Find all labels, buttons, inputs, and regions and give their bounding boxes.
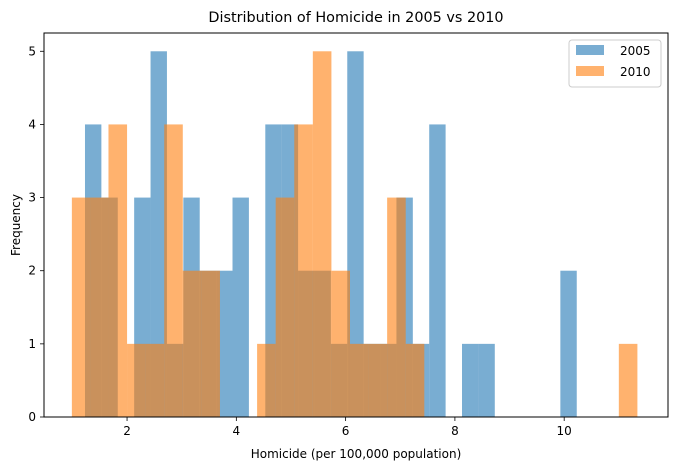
legend-swatch-2005 [576, 45, 604, 55]
y-axis-title: Frequency [9, 194, 23, 256]
bar-2010-12 [294, 124, 313, 417]
bar-2010-0 [71, 197, 91, 417]
y-tick-label: 1 [28, 337, 36, 351]
bar-2010-15 [349, 343, 369, 417]
bar-2010-3 [127, 343, 146, 417]
x-axis-title: Homicide (per 100,000 population) [251, 447, 462, 461]
y-tick-label: 5 [28, 44, 36, 58]
bar-2005-16 [347, 51, 364, 418]
x-tick-label: 8 [451, 424, 459, 438]
ticks-layer: 2 4 6 8 10 0 1 2 3 4 5 [28, 44, 571, 438]
bar-2010-1 [90, 197, 109, 417]
bar-2010-16 [368, 343, 388, 417]
bar-2005-23 [462, 343, 479, 417]
bar-2005-24 [478, 343, 495, 417]
bar-2010-19 [618, 343, 638, 417]
y-tick-label: 0 [28, 410, 36, 424]
bar-2005-25 [560, 270, 577, 417]
x-tick-label: 6 [342, 424, 350, 438]
bar-2010-2 [108, 124, 128, 417]
legend-label-2010: 2010 [620, 65, 651, 79]
x-tick-label: 10 [557, 424, 572, 438]
legend-swatch-2010 [576, 66, 604, 76]
legend-label-2005: 2005 [620, 44, 651, 58]
bars-layer [71, 51, 638, 418]
plot-frame [43, 32, 669, 418]
legend: 2005 2010 [568, 39, 662, 88]
bar-2010-14 [331, 270, 350, 417]
bar-2005-4 [150, 51, 167, 418]
bar-2010-5 [164, 124, 183, 417]
bar-2005-8 [216, 270, 233, 417]
bar-2005-21 [429, 124, 446, 417]
bar-2010-10 [257, 343, 276, 417]
bar-2010-4 [145, 343, 165, 417]
x-tick-label: 4 [233, 424, 241, 438]
bar-2010-13 [312, 51, 332, 418]
bar-2010-18 [405, 343, 425, 417]
y-tick-label: 4 [28, 117, 36, 131]
bar-2010-11 [275, 197, 295, 417]
chart-title: Distribution of Homicide in 2005 vs 2010 [208, 10, 503, 26]
bar-2010-7 [201, 270, 220, 417]
y-tick-label: 2 [28, 264, 36, 278]
bar-2005-9 [232, 197, 249, 417]
bar-2010-17 [387, 197, 406, 417]
bar-2010-6 [182, 270, 202, 417]
x-tick-label: 2 [123, 424, 131, 438]
y-tick-label: 3 [28, 191, 36, 205]
